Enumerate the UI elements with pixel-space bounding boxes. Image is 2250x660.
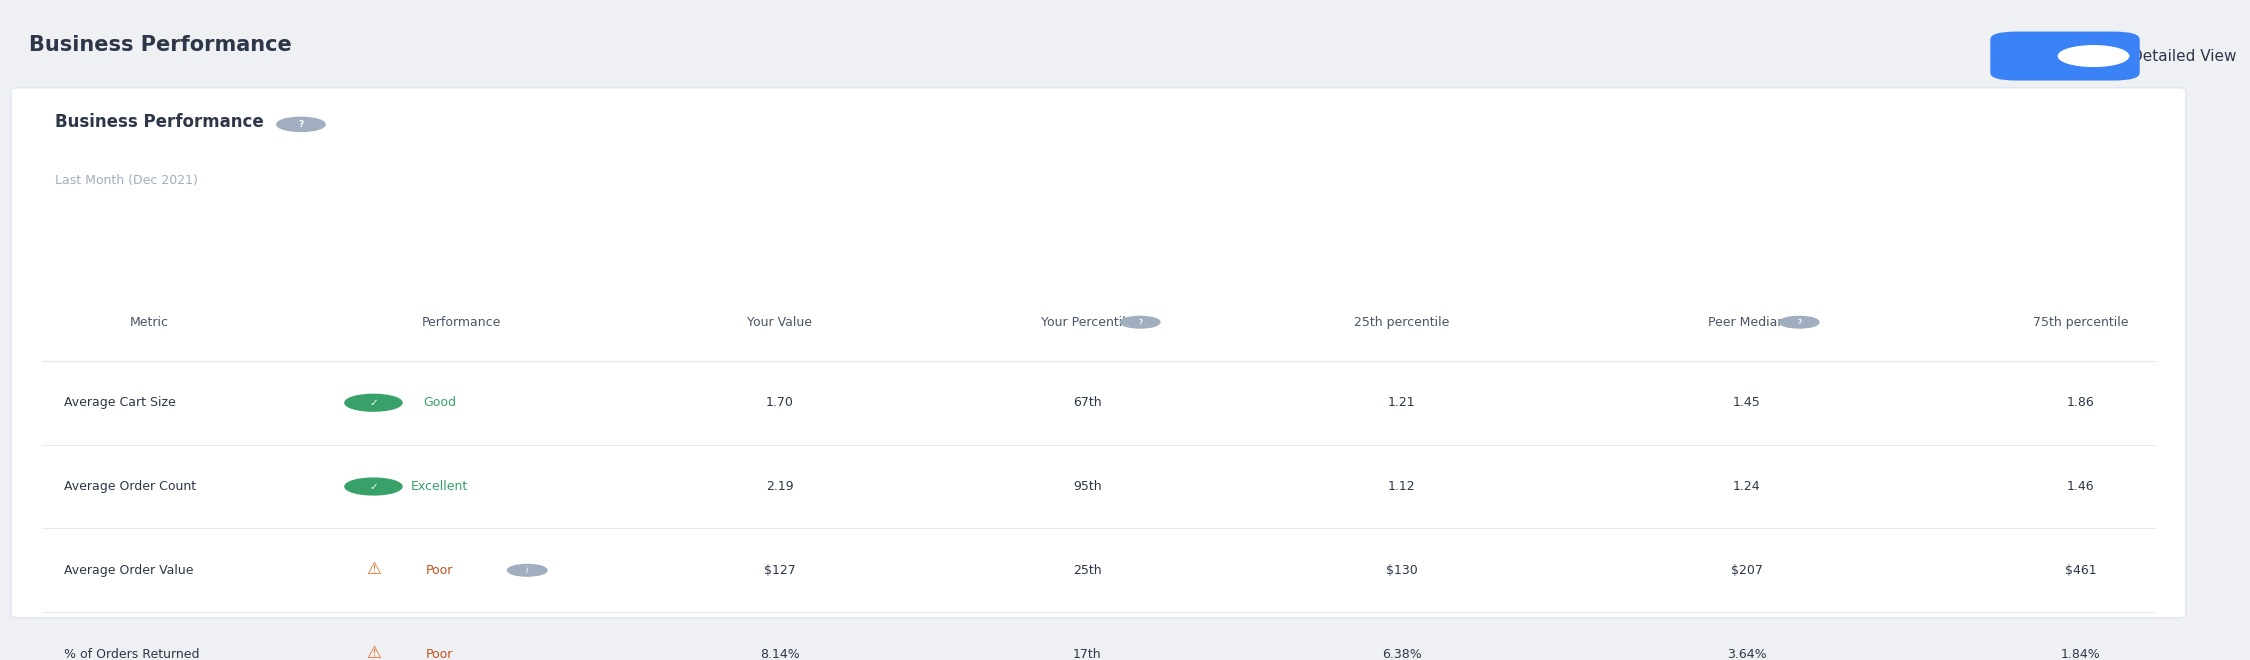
Text: Business Performance: Business Performance [29,36,290,55]
Text: 1.70: 1.70 [765,396,794,409]
Text: 95th: 95th [1073,480,1102,493]
Text: Metric: Metric [130,315,169,329]
Text: Excellent: Excellent [412,480,468,493]
Text: 25th percentile: 25th percentile [1354,315,1449,329]
Text: Detailed View: Detailed View [2131,49,2236,63]
Text: Poor: Poor [425,647,452,660]
FancyBboxPatch shape [1991,32,2140,81]
Text: $461: $461 [2066,564,2097,577]
Text: 67th: 67th [1073,396,1102,409]
Text: Performance: Performance [421,315,502,329]
Text: $130: $130 [1386,564,1418,577]
Text: Your Percentile: Your Percentile [1042,315,1134,329]
Text: Poor: Poor [425,564,452,577]
Circle shape [1120,316,1161,328]
Text: Your Value: Your Value [747,315,812,329]
Text: 1.84%: 1.84% [2061,647,2099,660]
Text: 25th: 25th [1073,564,1102,577]
Text: Peer Median: Peer Median [1708,315,1784,329]
Text: Average Order Value: Average Order Value [63,564,194,577]
Text: 17th: 17th [1073,647,1102,660]
Circle shape [277,117,326,131]
Text: % of Orders Returned: % of Orders Returned [63,647,200,660]
Text: Average Order Count: Average Order Count [63,480,196,493]
Circle shape [344,395,403,411]
Text: $127: $127 [765,564,796,577]
Text: Average Cart Size: Average Cart Size [63,396,176,409]
Text: 1.24: 1.24 [1732,480,1760,493]
Text: Last Month (Dec 2021): Last Month (Dec 2021) [54,174,198,187]
Text: 1.86: 1.86 [2066,396,2095,409]
Text: 1.45: 1.45 [1732,396,1760,409]
FancyBboxPatch shape [11,88,2185,618]
Text: i: i [526,566,529,575]
Circle shape [508,564,547,576]
Circle shape [2059,46,2128,67]
Text: 6.38%: 6.38% [1382,647,1422,660]
Text: ✓: ✓ [369,398,378,408]
Text: ⚠: ⚠ [367,644,380,660]
Text: Business Performance: Business Performance [54,113,263,131]
Text: 1.46: 1.46 [2066,480,2095,493]
Text: ?: ? [299,120,304,129]
Text: 75th percentile: 75th percentile [2032,315,2128,329]
Text: 2.19: 2.19 [765,480,794,493]
Text: 1.21: 1.21 [1388,396,1415,409]
Text: ⚠: ⚠ [367,560,380,578]
Circle shape [1780,316,1818,328]
Text: ?: ? [1798,319,1802,325]
Text: $207: $207 [1730,564,1762,577]
Circle shape [344,478,403,495]
Text: ?: ? [1138,319,1143,325]
Text: 8.14%: 8.14% [760,647,799,660]
Text: 3.64%: 3.64% [1726,647,1766,660]
Text: Good: Good [423,396,457,409]
Text: 1.12: 1.12 [1388,480,1415,493]
Text: ✓: ✓ [369,482,378,492]
